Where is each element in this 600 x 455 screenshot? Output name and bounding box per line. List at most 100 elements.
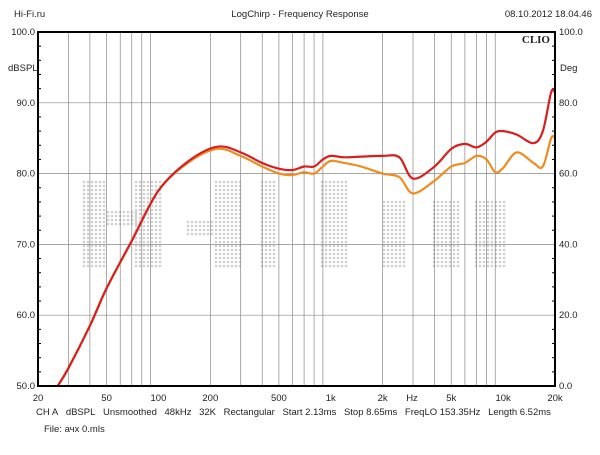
- watermark-dot: [98, 220, 102, 224]
- watermark-dot: [230, 224, 234, 228]
- watermark-dot: [264, 252, 268, 256]
- watermark-dot: [142, 192, 146, 196]
- watermark-dot: [456, 212, 460, 216]
- watermark-dot: [482, 204, 486, 208]
- watermark-dot: [114, 210, 118, 214]
- y2-tick-label: 60.0: [559, 169, 578, 180]
- watermark-dot: [138, 196, 142, 200]
- watermark-dot: [234, 232, 238, 236]
- watermark-dot: [344, 196, 348, 200]
- watermark-dot: [390, 232, 394, 236]
- watermark-dot: [444, 244, 448, 248]
- watermark-dot: [142, 236, 146, 240]
- watermark-dot: [198, 224, 202, 228]
- series-line-response-a: [56, 88, 555, 386]
- watermark-dot: [98, 260, 102, 264]
- watermark-dot: [272, 256, 276, 260]
- watermark-dot: [154, 208, 158, 212]
- watermark-dot: [332, 228, 336, 232]
- watermark-dot: [448, 232, 452, 236]
- watermark-dot: [440, 228, 444, 232]
- watermark-dot: [146, 180, 150, 184]
- watermark-dot: [432, 228, 436, 232]
- watermark-dot: [328, 208, 332, 212]
- watermark-dot: [486, 260, 490, 264]
- watermark-dot: [394, 260, 398, 264]
- watermark-dot: [98, 204, 102, 208]
- watermark-dot: [154, 248, 158, 252]
- watermark-dot: [328, 256, 332, 260]
- watermark-dot: [134, 180, 138, 184]
- watermark-dot: [94, 240, 98, 244]
- watermark-dot: [226, 244, 230, 248]
- watermark-dot: [230, 196, 234, 200]
- watermark-dot: [158, 220, 162, 224]
- watermark-dot: [154, 244, 158, 248]
- watermark-dot: [402, 220, 406, 224]
- watermark-dot: [234, 180, 238, 184]
- watermark-dot: [218, 248, 222, 252]
- watermark-dot: [154, 220, 158, 224]
- watermark-dot: [390, 244, 394, 248]
- watermark-dot: [486, 248, 490, 252]
- watermark-dot: [336, 244, 340, 248]
- watermark-dot: [90, 204, 94, 208]
- watermark-dot: [382, 212, 386, 216]
- watermark-dot: [490, 236, 494, 240]
- watermark-dot: [110, 214, 114, 218]
- watermark-dot: [382, 252, 386, 256]
- watermark-dot: [150, 264, 154, 268]
- watermark-dot: [344, 244, 348, 248]
- watermark-dot: [344, 192, 348, 196]
- watermark-dot: [440, 232, 444, 236]
- watermark-dot: [114, 214, 118, 218]
- watermark-dot: [268, 204, 272, 208]
- watermark-dot: [272, 200, 276, 204]
- watermark-dot: [90, 224, 94, 228]
- watermark-dot: [264, 192, 268, 196]
- watermark-dot: [90, 220, 94, 224]
- watermark-dot: [126, 210, 130, 214]
- watermark-dot: [222, 236, 226, 240]
- watermark-dot: [218, 224, 222, 228]
- watermark-dot: [150, 220, 154, 224]
- watermark-dot: [82, 256, 86, 260]
- watermark-dot: [226, 264, 230, 268]
- watermark-dot: [138, 216, 142, 220]
- watermark-dot: [386, 208, 390, 212]
- watermark-dot: [218, 204, 222, 208]
- watermark-dot: [456, 228, 460, 232]
- watermark-dot: [486, 252, 490, 256]
- watermark-dot: [332, 252, 336, 256]
- watermark-dot: [336, 200, 340, 204]
- watermark-dot: [382, 260, 386, 264]
- watermark-dot: [444, 240, 448, 244]
- x-tick-label: 1k: [326, 393, 336, 404]
- watermark-dot: [448, 200, 452, 204]
- watermark-dot: [142, 240, 146, 244]
- watermark-dot: [336, 204, 340, 208]
- watermark-dot: [456, 240, 460, 244]
- watermark-dot: [436, 264, 440, 268]
- watermark-dot: [82, 224, 86, 228]
- watermark-dot: [122, 214, 126, 218]
- watermark-dot: [474, 244, 478, 248]
- watermark-dot: [340, 256, 344, 260]
- watermark-dot: [398, 208, 402, 212]
- watermark-dot: [452, 248, 456, 252]
- watermark-dot: [154, 200, 158, 204]
- watermark-dot: [90, 216, 94, 220]
- watermark-dot: [344, 204, 348, 208]
- watermark-dot: [336, 208, 340, 212]
- watermark-dot: [94, 184, 98, 188]
- watermark-dot: [490, 244, 494, 248]
- watermark-dot: [340, 220, 344, 224]
- watermark-dot: [138, 184, 142, 188]
- watermark-dot: [394, 240, 398, 244]
- watermark-dot: [386, 252, 390, 256]
- watermark-dot: [340, 224, 344, 228]
- watermark-dot: [502, 236, 506, 240]
- watermark-dot: [150, 224, 154, 228]
- watermark-dot: [502, 264, 506, 268]
